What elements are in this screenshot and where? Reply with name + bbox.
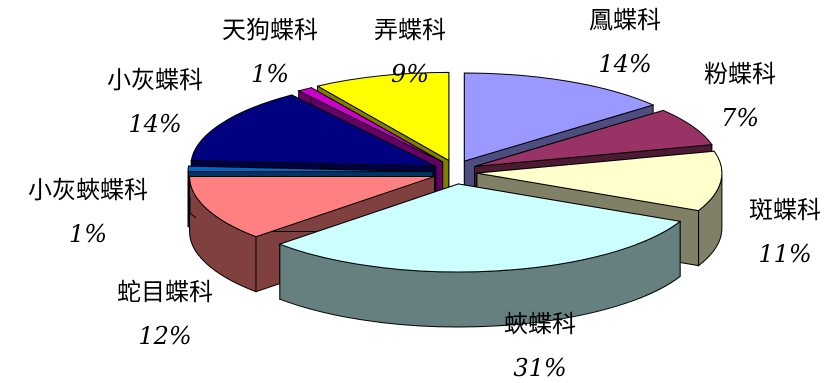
slice-label: 天狗蝶科: [222, 16, 318, 44]
slice-percent-label: 7%: [721, 104, 759, 132]
slice-label: 小灰蛺蝶科: [28, 176, 148, 204]
slice-8: [316, 71, 450, 162]
slice-sides: [187, 71, 723, 328]
slice-label: 蛺蝶科: [504, 310, 576, 338]
leader-line: [189, 197, 197, 219]
slice-7: [297, 87, 443, 163]
slice-5: [187, 165, 434, 173]
slice-percent-label: 14%: [128, 110, 181, 138]
leader-lines: [189, 197, 197, 219]
slice-percent-label: 31%: [513, 354, 566, 382]
slice-6: [190, 94, 436, 167]
slice-1: [474, 109, 713, 168]
slice-label: 斑蝶科: [749, 196, 821, 224]
slice-label: 小灰蝶科: [107, 66, 203, 94]
slice-percent-label: 12%: [138, 322, 191, 350]
slice-label: 粉蝶科: [704, 60, 776, 88]
slice-0: [463, 72, 655, 162]
slice-3: [278, 183, 682, 273]
slice-percent-label: 1%: [251, 60, 289, 88]
slice-4: [189, 175, 435, 238]
slice-label: 蛇目蝶科: [117, 278, 213, 306]
slice-label: 弄蝶科: [374, 16, 446, 44]
slice-2: [476, 150, 723, 212]
slice-percent-label: 11%: [758, 240, 811, 268]
slice-percent-label: 9%: [391, 60, 429, 88]
slice-label: 鳳蝶科: [589, 6, 661, 34]
slice-percent-label: 14%: [598, 50, 651, 78]
slice-labels: 鳳蝶科 14% 粉蝶科 7% 斑蝶科 11% 蛺蝶科 31% 蛇目蝶科 12% 小灰蛺蝶科 1% 小灰蝶…: [28, 6, 821, 382]
slice-percent-label: 1%: [69, 220, 107, 248]
